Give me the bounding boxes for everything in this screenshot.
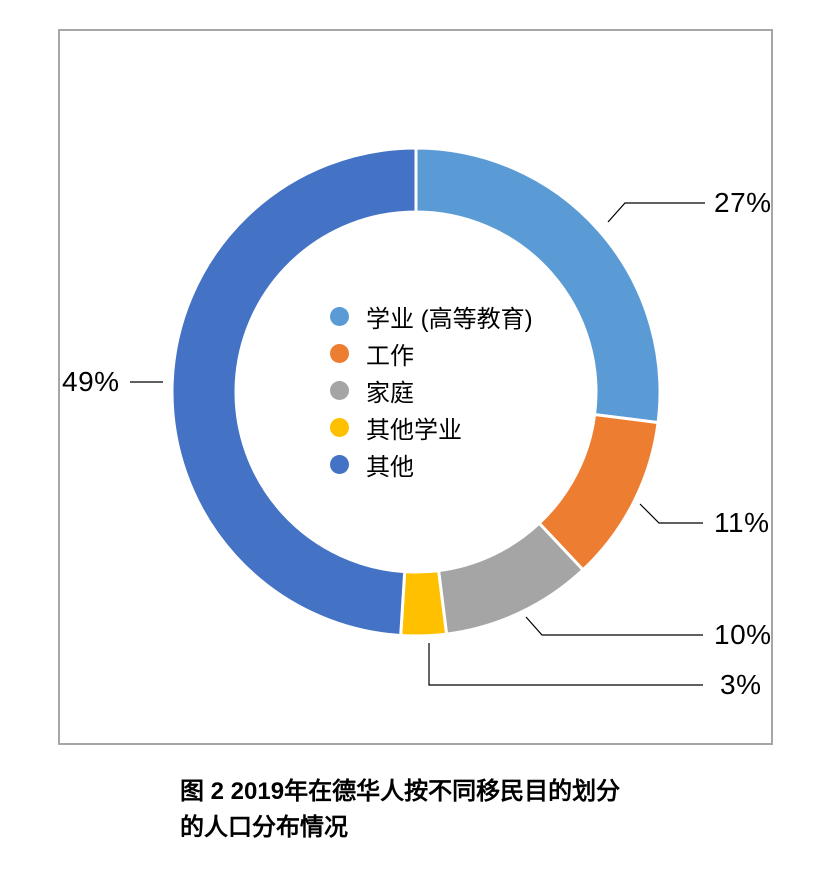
data-label-other-study: 3% [720,669,762,700]
legend-swatch-other-study-icon [330,418,349,437]
chart-legend: 学业 (高等教育) 工作 家庭 其他学业 其他 [330,298,533,483]
legend-label-family: 家庭 [366,380,414,407]
donut-slice-3 [399,569,449,638]
legend-swatch-family-icon [330,381,349,400]
figure-caption-line2: 的人口分布情况 [180,814,348,841]
legend-item-study: 学业 (高等教育) [330,298,533,335]
donut-slice-4 [170,146,418,638]
donut-chart [130,146,705,686]
legend-swatch-study-icon [330,307,349,326]
data-label-work: 11% [714,507,770,538]
legend-label-other: 其他 [366,454,414,481]
legend-label-work: 工作 [366,343,414,370]
data-label-other: 49% [62,366,120,397]
chart-frame: 学业 (高等教育) 工作 家庭 其他学业 其他 27% 11% 10% 3% 4… [58,29,773,745]
legend-item-work: 工作 [330,335,533,372]
donut-slices [170,146,662,638]
leader-line-27pct [607,202,705,223]
leader-line-3pct [428,643,703,686]
legend-item-other: 其他 [330,446,533,483]
legend-label-study: 学业 (高等教育) [366,306,533,333]
data-label-study: 27% [714,187,772,218]
legend-item-other-study: 其他学业 [330,409,533,446]
legend-swatch-work-icon [330,344,349,363]
leader-line-10pct [525,616,703,636]
figure-caption: 图 2 2019年在德华人按不同移民目的划分 的人口分布情况 [180,774,620,846]
figure-caption-line1: 图 2 2019年在德华人按不同移民目的划分 [180,778,621,805]
legend-label-other-study: 其他学业 [366,417,462,444]
leader-line-11pct [639,503,703,524]
legend-item-family: 家庭 [330,372,533,409]
data-label-family: 10% [714,619,772,650]
legend-swatch-other-icon [330,455,349,474]
leader-lines [130,202,705,686]
